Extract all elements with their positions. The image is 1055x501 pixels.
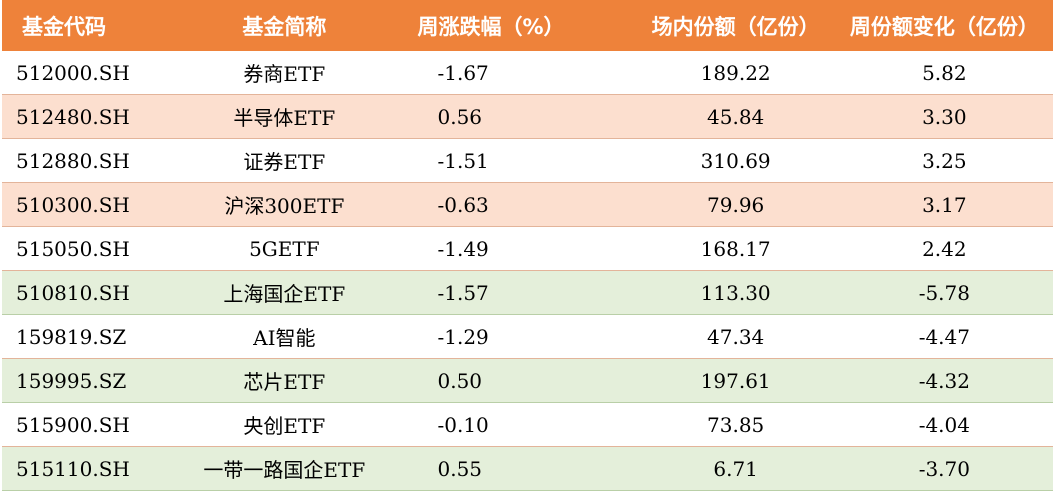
table-row: 515110.SH 一带一路国企ETF 0.55 6.71 -3.70 — [2, 446, 1053, 491]
etf-share-change-table: 基金代码 基金简称 周涨跌幅（%） 场内份额（亿份） 周份额变化（亿份） 512… — [2, 0, 1053, 491]
table-row: 515900.SH 央创ETF -0.10 73.85 -4.04 — [2, 402, 1053, 447]
fund-code-cell: 512480.SH — [2, 94, 182, 139]
table-body: 512000.SH 券商ETF -1.67 189.22 5.82 512480… — [2, 51, 1053, 491]
weekly-share-change-cell: -4.32 — [835, 358, 1053, 403]
table-row: 510300.SH 沪深300ETF -0.63 79.96 3.17 — [2, 182, 1053, 227]
weekly-change-cell: -1.67 — [387, 51, 636, 95]
shares-cell: 79.96 — [635, 182, 836, 227]
header-shares: 场内份额（亿份） — [635, 0, 836, 51]
shares-cell: 189.22 — [635, 51, 836, 95]
weekly-share-change-cell: -5.78 — [835, 270, 1053, 315]
weekly-change-cell: -1.57 — [387, 270, 636, 315]
fund-code-cell: 515900.SH — [2, 402, 182, 447]
fund-code-cell: 515050.SH — [2, 226, 182, 271]
weekly-change-cell: -0.10 — [387, 402, 636, 447]
fund-code-cell: 510810.SH — [2, 270, 182, 315]
table-row: 159995.SZ 芯片ETF 0.50 197.61 -4.32 — [2, 358, 1053, 403]
header-row: 基金代码 基金简称 周涨跌幅（%） 场内份额（亿份） 周份额变化（亿份） — [2, 0, 1053, 51]
shares-cell: 113.30 — [635, 270, 836, 315]
weekly-change-cell: 0.50 — [387, 358, 636, 403]
table-row: 512880.SH 证券ETF -1.51 310.69 3.25 — [2, 138, 1053, 183]
fund-code-cell: 159995.SZ — [2, 358, 182, 403]
header-fund-name: 基金简称 — [181, 0, 388, 51]
fund-code-cell: 515110.SH — [2, 446, 182, 491]
weekly-change-cell: -1.49 — [387, 226, 636, 271]
table-row: 512480.SH 半导体ETF 0.56 45.84 3.30 — [2, 94, 1053, 139]
fund-code-cell: 159819.SZ — [2, 314, 182, 359]
fund-name-cell: 央创ETF — [181, 402, 388, 447]
fund-code-cell: 510300.SH — [2, 182, 182, 227]
fund-code-cell: 512000.SH — [2, 51, 182, 95]
shares-cell: 197.61 — [635, 358, 836, 403]
header-weekly-share-change: 周份额变化（亿份） — [835, 0, 1053, 51]
shares-cell: 73.85 — [635, 402, 836, 447]
weekly-share-change-cell: -3.70 — [835, 446, 1053, 491]
shares-cell: 45.84 — [635, 94, 836, 139]
fund-name-cell: 证券ETF — [181, 138, 388, 183]
fund-name-cell: 一带一路国企ETF — [181, 446, 388, 491]
fund-name-cell: 沪深300ETF — [181, 182, 388, 227]
weekly-change-cell: -1.29 — [387, 314, 636, 359]
fund-name-cell: 芯片ETF — [181, 358, 388, 403]
weekly-share-change-cell: -4.47 — [835, 314, 1053, 359]
weekly-share-change-cell: 3.25 — [835, 138, 1053, 183]
fund-name-cell: 半导体ETF — [181, 94, 388, 139]
weekly-change-cell: -1.51 — [387, 138, 636, 183]
fund-name-cell: 上海国企ETF — [181, 270, 388, 315]
fund-code-cell: 512880.SH — [2, 138, 182, 183]
header-weekly-change: 周涨跌幅（%） — [387, 0, 636, 51]
fund-name-cell: 券商ETF — [181, 51, 388, 95]
shares-cell: 310.69 — [635, 138, 836, 183]
fund-name-cell: AI智能 — [181, 314, 388, 359]
weekly-share-change-cell: 2.42 — [835, 226, 1053, 271]
weekly-change-cell: 0.56 — [387, 94, 636, 139]
shares-cell: 6.71 — [635, 446, 836, 491]
header-fund-code: 基金代码 — [2, 0, 182, 51]
shares-cell: 168.17 — [635, 226, 836, 271]
table-row: 510810.SH 上海国企ETF -1.57 113.30 -5.78 — [2, 270, 1053, 315]
weekly-change-cell: -0.63 — [387, 182, 636, 227]
weekly-share-change-cell: 3.30 — [835, 94, 1053, 139]
weekly-change-cell: 0.55 — [387, 446, 636, 491]
table-row: 512000.SH 券商ETF -1.67 189.22 5.82 — [2, 51, 1053, 95]
weekly-share-change-cell: 5.82 — [835, 51, 1053, 95]
weekly-share-change-cell: 3.17 — [835, 182, 1053, 227]
weekly-share-change-cell: -4.04 — [835, 402, 1053, 447]
fund-name-cell: 5GETF — [181, 226, 388, 271]
table-row: 515050.SH 5GETF -1.49 168.17 2.42 — [2, 226, 1053, 271]
table-header: 基金代码 基金简称 周涨跌幅（%） 场内份额（亿份） 周份额变化（亿份） — [2, 0, 1053, 51]
table-row: 159819.SZ AI智能 -1.29 47.34 -4.47 — [2, 314, 1053, 359]
shares-cell: 47.34 — [635, 314, 836, 359]
